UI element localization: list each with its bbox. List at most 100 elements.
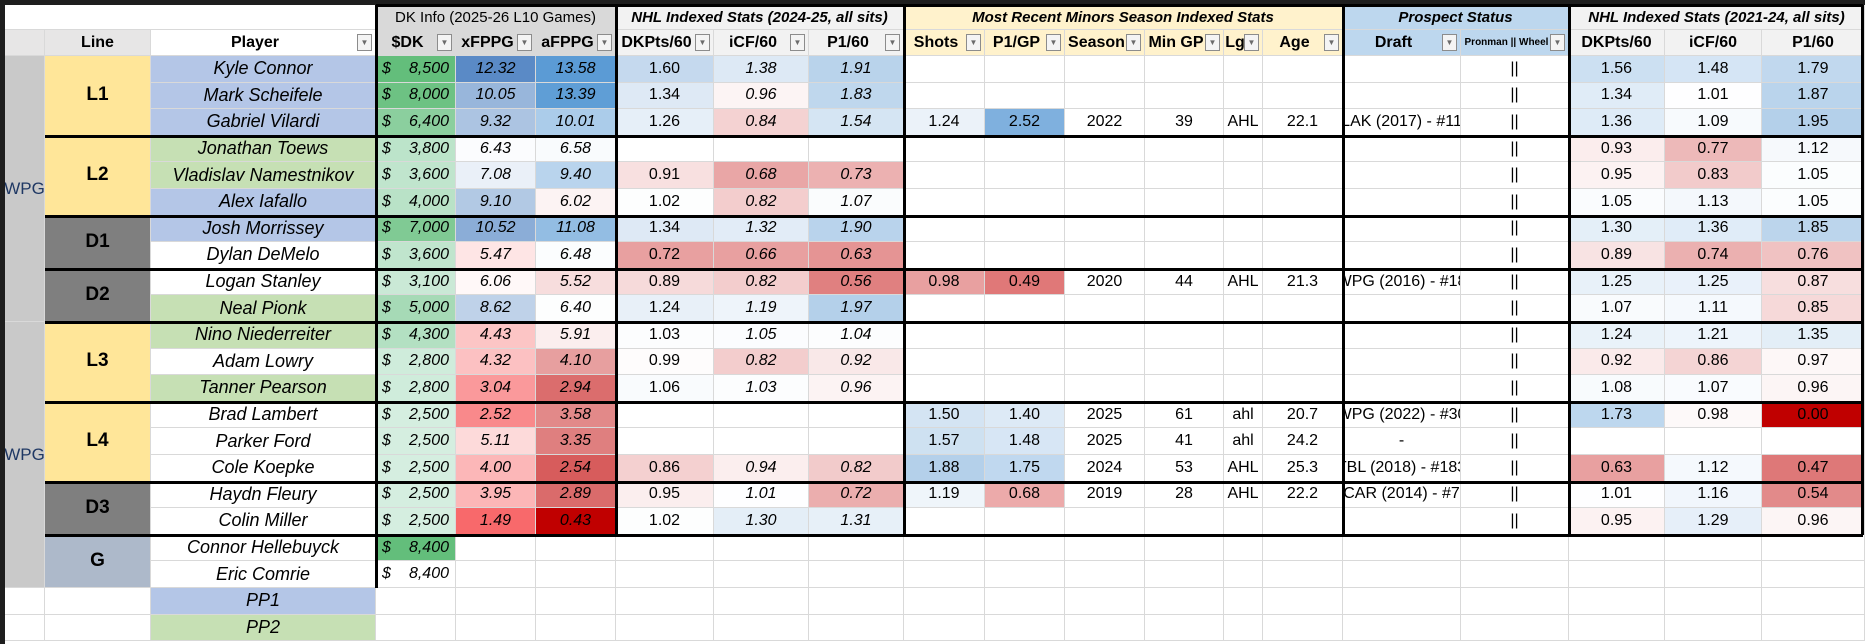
player-name[interactable]: Cole Koepke: [151, 455, 376, 482]
column-header-mingp[interactable]: Min GP ▼: [1145, 30, 1224, 56]
player-name[interactable]: Dylan DeMelo: [151, 242, 376, 269]
dk-salary-value: 2,500: [408, 405, 449, 423]
dropdown-filter-icon[interactable]: ▼: [1550, 33, 1565, 51]
cell-af: 6.40: [536, 295, 616, 322]
column-header-player[interactable]: Player ▼: [151, 30, 376, 56]
cell-pron: ||: [1461, 215, 1569, 243]
column-header-icf[interactable]: iCF/60 ▼: [714, 30, 809, 56]
group-border: [45, 134, 1863, 138]
dropdown-filter-icon[interactable]: ▼: [517, 33, 532, 51]
cell-xf: 5.47: [456, 242, 536, 269]
column-header-shots[interactable]: Shots ▼: [904, 30, 985, 56]
blank-cell: [714, 614, 809, 642]
column-header-draft-text: Draft: [1374, 33, 1413, 51]
dropdown-filter-icon[interactable]: ▼: [695, 33, 710, 51]
dropdown-filter-icon[interactable]: ▼: [1324, 33, 1339, 51]
dropdown-filter-icon[interactable]: ▼: [1046, 33, 1061, 51]
column-header-af[interactable]: aFPPG ▼: [536, 30, 616, 56]
cell-pron: ||: [1461, 481, 1569, 509]
column-header-season[interactable]: Season ▼: [1065, 30, 1145, 56]
dropdown-filter-icon[interactable]: ▼: [1126, 33, 1141, 51]
cell-xf: 12.32: [456, 56, 536, 83]
sheet-frame-left: [0, 0, 5, 644]
dropdown-filter-icon[interactable]: ▼: [1205, 33, 1220, 51]
cell-season: [1065, 56, 1145, 83]
cell-pron: ||: [1461, 322, 1569, 349]
player-name-text: Eric Comrie: [215, 563, 310, 584]
column-header-age[interactable]: Age ▼: [1263, 30, 1343, 56]
player-name[interactable]: Connor Hellebuyck: [151, 534, 376, 562]
column-header-dk[interactable]: $DK ▼: [376, 30, 456, 56]
player-name[interactable]: Parker Ford: [151, 428, 376, 455]
cell-lg: [1224, 534, 1263, 562]
column-header-p1[interactable]: P1/60 ▼: [809, 30, 904, 56]
currency-symbol: $: [382, 432, 391, 450]
cell-n_p1: 0.47: [1762, 455, 1865, 482]
cell-pron: ||: [1461, 82, 1569, 110]
column-header-lg[interactable]: Lg ▼: [1224, 30, 1263, 56]
player-name[interactable]: Logan Stanley: [151, 268, 376, 296]
column-header-draft[interactable]: Draft ▼: [1343, 30, 1461, 56]
column-header-n_icf[interactable]: iCF/60: [1665, 30, 1762, 56]
cell-n_dkp-text: 1.01: [1600, 485, 1633, 503]
cell-icf: 1.05: [714, 322, 809, 349]
player-name[interactable]: Gabriel Vilardi: [151, 109, 376, 136]
cell-n_p1-text: 1.85: [1797, 219, 1829, 237]
player-name[interactable]: Nino Niederreiter: [151, 322, 376, 349]
column-header-pron[interactable]: Pronman || Wheel ▼: [1461, 30, 1569, 56]
column-header-shots-text: Shots: [913, 33, 959, 51]
cell-n_p1: 0.87: [1762, 268, 1865, 296]
player-name[interactable]: Alex Iafallo: [151, 189, 376, 216]
blank-cell: [1665, 614, 1762, 642]
dropdown-filter-icon[interactable]: ▼: [966, 33, 981, 51]
column-header-n_dkp[interactable]: DKPts/60: [1569, 30, 1665, 56]
cell-n_p1: 0.00: [1762, 401, 1865, 429]
cell-lg: [1224, 56, 1263, 83]
player-name[interactable]: Mark Scheifele: [151, 82, 376, 110]
cell-shots-text: 1.24: [928, 112, 960, 130]
dropdown-filter-icon[interactable]: ▼: [437, 33, 452, 51]
dropdown-filter-icon[interactable]: ▼: [357, 33, 372, 51]
currency-symbol: $: [382, 511, 391, 529]
dropdown-filter-icon[interactable]: ▼: [790, 33, 805, 51]
team-label-text: WPG: [5, 178, 45, 198]
cell-icf-text: 0.82: [745, 272, 777, 290]
cell-dkp-text: 0.72: [648, 245, 681, 263]
cell-p1gp-text: 1.75: [1008, 458, 1041, 476]
player-name[interactable]: Kyle Connor: [151, 56, 376, 83]
column-header-n_p1[interactable]: P1/60: [1762, 30, 1865, 56]
cell-n_p1: 1.79: [1762, 56, 1865, 83]
cell-mingp: [1145, 189, 1224, 216]
cell-lg: [1224, 189, 1263, 216]
player-name[interactable]: Adam Lowry: [151, 348, 376, 376]
player-name[interactable]: Tanner Pearson: [151, 375, 376, 402]
cell-pron-text: ||: [1510, 325, 1519, 343]
cell-n_icf-text: 1.25: [1697, 272, 1729, 290]
column-header-xf[interactable]: xFPPG ▼: [456, 30, 536, 56]
cell-n_p1: 1.85: [1762, 215, 1865, 243]
player-name[interactable]: Jonathan Toews: [151, 135, 376, 163]
dropdown-filter-icon[interactable]: ▼: [1244, 33, 1259, 51]
cell-pron-text: ||: [1510, 112, 1519, 130]
column-header-line[interactable]: Line: [45, 30, 151, 56]
player-name[interactable]: Colin Miller: [151, 508, 376, 535]
player-name[interactable]: Neal Pionk: [151, 295, 376, 322]
dk-salary: $2,800: [376, 375, 456, 402]
cell-mingp: 44: [1145, 268, 1224, 296]
player-name[interactable]: Haydn Fleury: [151, 481, 376, 509]
dropdown-filter-icon[interactable]: ▼: [597, 33, 612, 51]
cell-xf: 5.11: [456, 428, 536, 455]
player-name[interactable]: Brad Lambert: [151, 401, 376, 429]
player-name[interactable]: Josh Morrissey: [151, 215, 376, 243]
dropdown-filter-icon[interactable]: ▼: [1442, 33, 1457, 51]
cell-n_icf: 1.48: [1665, 56, 1762, 83]
column-header-p1gp[interactable]: P1/GP ▼: [985, 30, 1065, 56]
dropdown-filter-icon[interactable]: ▼: [885, 33, 900, 51]
player-name[interactable]: Eric Comrie: [151, 561, 376, 588]
power-play-label: PP2: [151, 614, 376, 642]
player-name[interactable]: Vladislav Namestnikov: [151, 162, 376, 189]
cell-af-text: 13.58: [555, 59, 596, 77]
column-header-dkp[interactable]: DKPts/60 ▼: [616, 30, 714, 56]
cell-pron-text: ||: [1510, 458, 1519, 476]
dk-salary-value: 6,400: [408, 112, 449, 130]
